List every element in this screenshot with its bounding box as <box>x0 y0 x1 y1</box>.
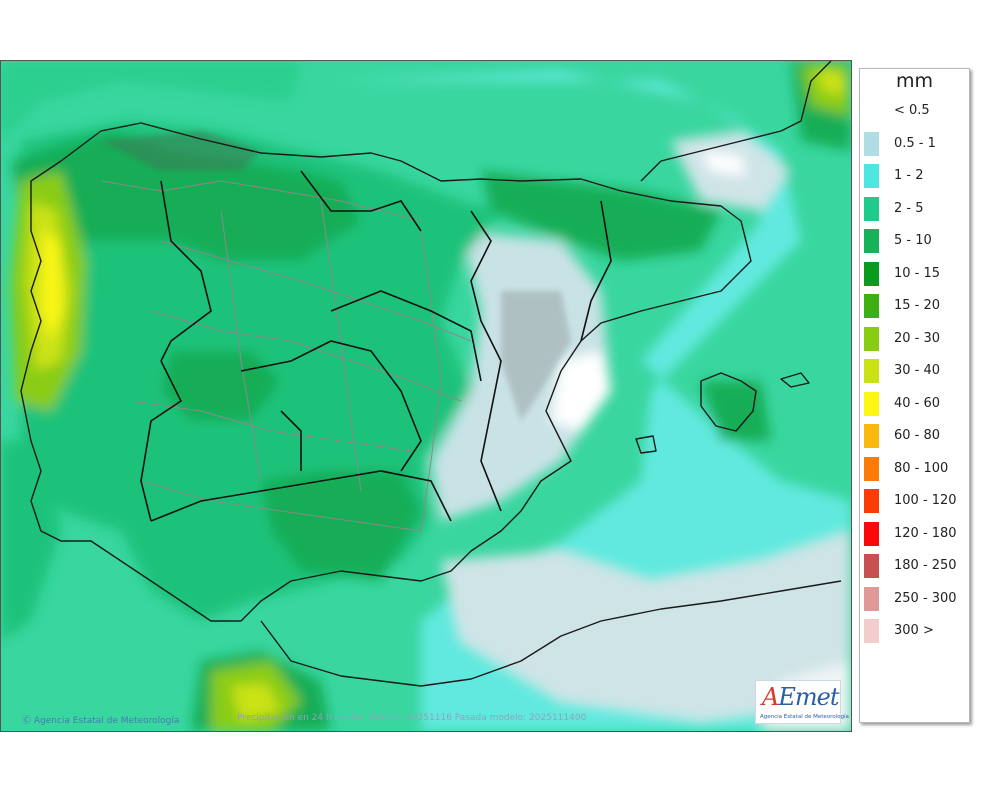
legend-unit: mm <box>895 70 934 92</box>
legend-label: 60 - 80 <box>894 428 941 443</box>
legend-item: 60 - 80 <box>864 424 969 448</box>
legend-item: < 0.5 <box>864 99 969 123</box>
legend-item: 120 - 180 <box>864 521 969 546</box>
legend-item: 2 - 5 <box>864 196 969 221</box>
legend-swatch <box>864 554 879 578</box>
legend-swatch <box>864 294 879 318</box>
legend-label: 300 > <box>894 623 934 638</box>
legend-label: 250 - 300 <box>894 590 957 606</box>
legend-label: 180 - 250 <box>894 558 957 573</box>
legend-swatch <box>864 99 879 123</box>
legend-item: 5 - 10 <box>864 229 969 253</box>
legend-label: 30 - 40 <box>894 363 941 378</box>
legend-label: 20 - 30 <box>894 330 941 346</box>
legend-swatch <box>864 261 879 286</box>
logo-letter-a: A <box>762 683 779 711</box>
legend-swatch <box>864 489 879 513</box>
color-legend: mm < 0.5 0.5 - 1 1 - 2 2 - 5 5 - 10 10 - 15 15… <box>859 68 970 723</box>
legend-swatch <box>864 196 879 221</box>
legend-swatch <box>864 164 879 188</box>
legend-label: 2 - 5 <box>894 200 924 216</box>
map-caption: Precipitación en 24 h media. Validez: 20… <box>237 713 587 723</box>
legend-label: 1 - 2 <box>894 168 924 183</box>
legend-swatch <box>864 586 879 611</box>
legend-item: 250 - 300 <box>864 586 969 611</box>
legend-label: 40 - 60 <box>894 395 941 411</box>
legend-label: 5 - 10 <box>894 233 932 248</box>
legend-item: 80 - 100 <box>864 456 969 481</box>
legend-label: 0.5 - 1 <box>894 135 936 151</box>
legend-swatch <box>864 391 879 416</box>
legend-swatch <box>864 131 879 156</box>
copyright-credit: Ⓒ Agencia Estatal de Meteorología <box>22 716 180 726</box>
logo-wordmark: AEmet <box>762 683 839 711</box>
legend-swatch <box>864 456 879 481</box>
aemet-logo: AEmet Agencia Estatal de Meteorología <box>755 680 849 724</box>
legend-swatch <box>864 359 879 383</box>
legend-item: 15 - 20 <box>864 294 969 318</box>
legend-item: 300 > <box>864 619 969 643</box>
legend-label: 15 - 20 <box>894 298 941 313</box>
legend-swatch <box>864 521 879 546</box>
legend-label: 120 - 180 <box>894 525 957 541</box>
legend-item: 30 - 40 <box>864 359 969 383</box>
legend-swatch <box>864 619 879 643</box>
legend-swatch <box>864 229 879 253</box>
legend-item: 40 - 60 <box>864 391 969 416</box>
legend-label: < 0.5 <box>894 103 930 118</box>
legend-swatch <box>864 424 879 448</box>
legend-swatch <box>864 326 879 351</box>
logo-word-rest: Emet <box>778 683 839 711</box>
legend-item: 0.5 - 1 <box>864 131 969 156</box>
legend-label: 80 - 100 <box>894 460 949 476</box>
legend-label: 100 - 120 <box>894 493 957 508</box>
logo-subtitle: Agencia Estatal de Meteorología <box>760 714 849 720</box>
legend-item: 100 - 120 <box>864 489 969 513</box>
precipitation-map <box>0 60 852 732</box>
legend-item: 1 - 2 <box>864 164 969 188</box>
legend-item: 20 - 30 <box>864 326 969 351</box>
legend-item: 10 - 15 <box>864 261 969 286</box>
legend-label: 10 - 15 <box>894 265 941 281</box>
legend-item: 180 - 250 <box>864 554 969 578</box>
